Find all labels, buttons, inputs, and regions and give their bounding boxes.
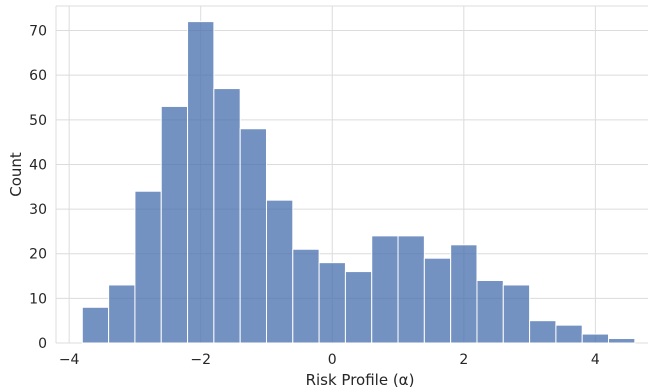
histogram-bar (397, 235, 425, 344)
x-tick-label: −4 (59, 352, 80, 368)
histogram-bar (608, 338, 636, 344)
histogram-bar (134, 190, 162, 344)
x-tick-label: 0 (328, 352, 337, 368)
histogram-bar (581, 333, 610, 344)
y-tick-label: 50 (29, 113, 47, 129)
y-tick-label: 70 (29, 24, 47, 40)
histogram-bar (187, 21, 215, 344)
y-tick-label: 60 (29, 68, 47, 84)
y-tick-label: 0 (38, 336, 47, 352)
y-tick-label: 30 (29, 202, 47, 218)
y-tick-label: 10 (29, 291, 47, 307)
x-tick-label: −2 (190, 352, 211, 368)
histogram-bar (318, 262, 346, 344)
x-tick-label: 2 (459, 352, 468, 368)
x-tick-label: 4 (591, 352, 600, 368)
histogram-bar (160, 105, 189, 344)
histogram-bar (502, 284, 531, 344)
histogram-bar (292, 248, 320, 344)
x-axis-label: Risk Profile (α) (306, 371, 415, 389)
y-tick-label: 40 (29, 157, 47, 173)
histogram-bar (555, 324, 583, 344)
histogram-bar (239, 128, 267, 344)
histogram-bar (476, 280, 504, 344)
histogram-bar (423, 257, 452, 344)
histogram-bar (213, 88, 241, 344)
ticks-layer: 0 10 20 30 40 50 60 70 −4 −2 0 2 4 (29, 24, 600, 368)
histogram-bar (371, 235, 399, 344)
histogram-bar (81, 306, 110, 344)
histogram-bar (529, 320, 557, 344)
histogram-bar (108, 284, 136, 344)
y-axis-label: Count (7, 152, 25, 197)
histogram-bar (450, 244, 478, 344)
bars-layer (81, 21, 636, 344)
histogram-bar (344, 271, 373, 344)
y-tick-label: 20 (29, 247, 47, 263)
histogram-bar (265, 199, 294, 344)
